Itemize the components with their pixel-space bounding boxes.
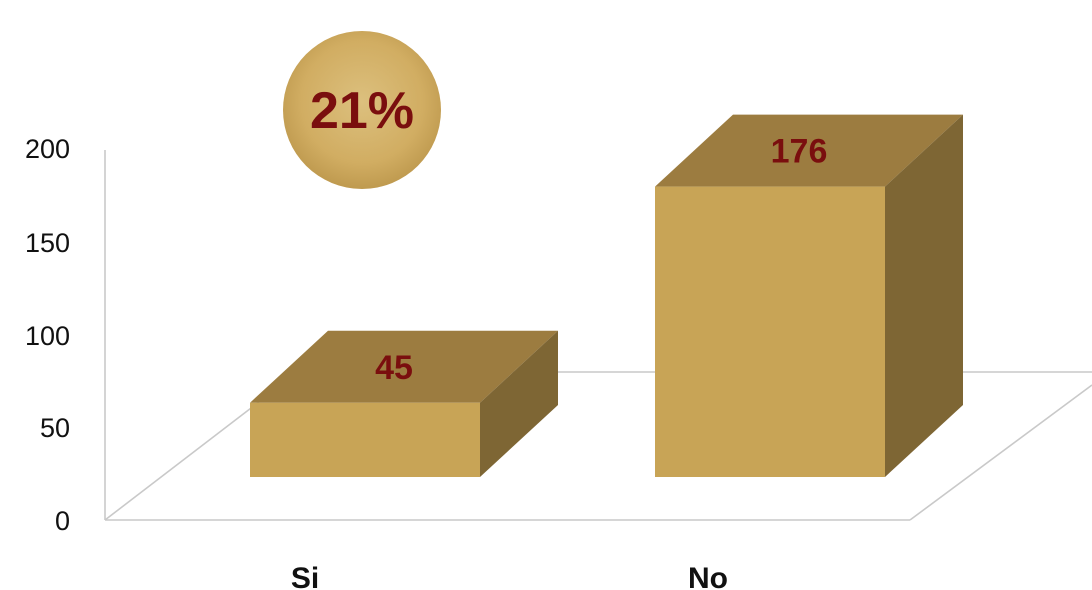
bar-si: 45 [250,330,558,477]
bar-no: 176 [655,114,963,477]
y-tick-label: 200 [25,134,70,164]
bar-front-face [655,186,885,477]
x-axis: Si No [291,562,728,590]
bars: 45 176 [250,114,963,477]
bar-top-face [655,114,963,187]
y-axis: 0 50 100 150 200 [25,134,70,536]
x-tick-label: No [688,562,728,590]
y-tick-label: 150 [25,228,70,258]
floor-right-edge [909,384,1092,521]
data-label: 45 [375,349,413,387]
percentage-badge: 21% [283,31,441,189]
badge-circle [283,31,441,189]
bar-side-face [480,330,558,477]
y-tick-label: 100 [25,321,70,351]
data-label: 176 [771,133,828,171]
bar-side-face [885,114,963,477]
x-tick-label: Si [291,562,319,590]
bar-front-face [250,402,480,477]
badge-text: 21% [310,82,414,140]
y-tick-label: 50 [40,413,70,443]
y-tick-label: 0 [55,506,70,536]
bar-top-face [250,330,558,403]
